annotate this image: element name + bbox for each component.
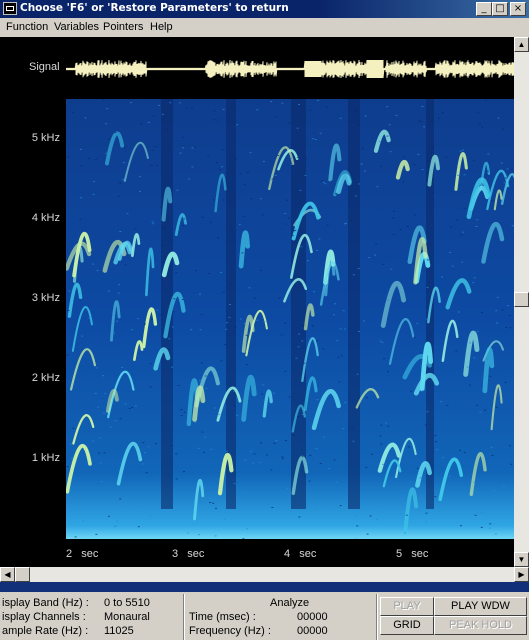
y-tick-2khz: 2 kHz	[31, 372, 60, 384]
scroll-right-button[interactable]: ▶	[514, 567, 529, 582]
sample-rate-value: 11025	[104, 625, 134, 637]
scroll-up-button[interactable]: ▲	[514, 37, 529, 52]
vertical-scrollbar[interactable]: ▲ ▼	[514, 37, 529, 567]
separator	[183, 594, 185, 640]
grid-button[interactable]: GRID	[380, 616, 434, 635]
frequency-label: Frequency (Hz) :	[189, 625, 271, 637]
display-channels-value: Monaural	[104, 611, 150, 623]
spectrogram-canvas[interactable]: Signal 5 kHz 4 kHz 3 kHz 2 kHz 1 kHz 2 s…	[0, 37, 514, 567]
scroll-left-button[interactable]: ◀	[0, 567, 15, 582]
minimize-button[interactable]: _	[476, 2, 492, 16]
window-title: Choose 'F6' or 'Restore Parameters' to r…	[20, 2, 289, 14]
play-window-button[interactable]: PLAY WDW	[434, 597, 527, 616]
display-band-label: isplay Band (Hz) :	[2, 597, 89, 609]
separator	[376, 594, 378, 640]
menu-pointers[interactable]: Pointers	[103, 21, 144, 33]
x-tick-2: 2 sec	[66, 548, 99, 560]
menu-function[interactable]: Function	[6, 21, 49, 33]
menu-variables[interactable]: Variables	[54, 21, 100, 33]
scroll-down-button[interactable]: ▼	[514, 552, 529, 567]
app-icon[interactable]	[3, 2, 17, 15]
x-tick-5: 5 sec	[396, 548, 429, 560]
status-panel: isplay Band (Hz) : 0 to 5510 isplay Chan…	[0, 592, 529, 640]
vertical-scroll-thumb[interactable]	[514, 292, 529, 307]
spectrogram	[66, 99, 514, 539]
y-tick-5khz: 5 kHz	[31, 132, 60, 144]
menu-bar: Function Variables Pointers Help	[0, 18, 529, 37]
frequency-value: 00000	[297, 625, 328, 637]
display-channels-label: isplay Channels :	[2, 611, 86, 623]
y-tick-3khz: 3 kHz	[31, 292, 60, 304]
display-band-value: 0 to 5510	[104, 597, 150, 609]
sample-rate-label: ample Rate (Hz) :	[2, 625, 89, 637]
status-divider	[0, 582, 529, 592]
horizontal-scroll-thumb[interactable]	[15, 567, 30, 582]
y-tick-1khz: 1 kHz	[31, 452, 60, 464]
peak-hold-button[interactable]: PEAK HOLD	[434, 616, 527, 635]
title-bar: Choose 'F6' or 'Restore Parameters' to r…	[0, 0, 529, 18]
x-tick-3: 3 sec	[172, 548, 205, 560]
menu-help[interactable]: Help	[150, 21, 173, 33]
close-button[interactable]: ×	[510, 2, 526, 16]
signal-label: Signal	[29, 61, 60, 73]
signal-waveform	[66, 59, 514, 79]
x-tick-4: 4 sec	[284, 548, 317, 560]
time-label: Time (msec) :	[189, 611, 256, 623]
maximize-button[interactable]: □	[492, 2, 508, 16]
analyze-title: Analyze	[270, 597, 310, 609]
play-button[interactable]: PLAY	[380, 597, 434, 616]
time-value: 00000	[297, 611, 328, 623]
horizontal-scrollbar[interactable]: ◀ ▶	[0, 567, 529, 582]
y-tick-4khz: 4 kHz	[31, 212, 60, 224]
